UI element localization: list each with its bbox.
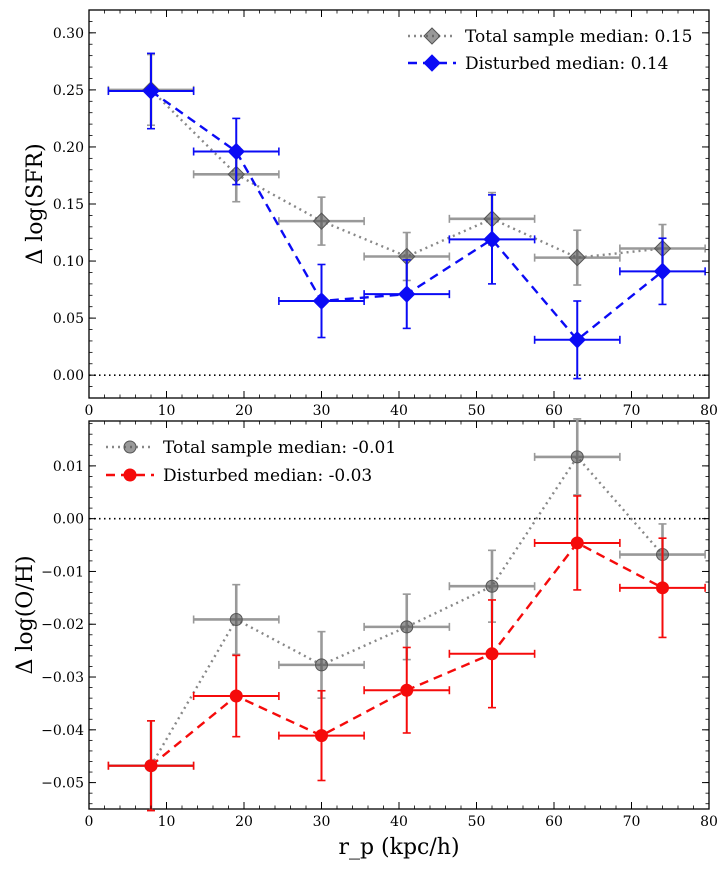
sfr-x-tick-label: 30 [313,403,331,419]
oh-disturbed-point [315,729,328,743]
sfr-x-tick-label: 50 [468,403,486,419]
oh-x-tick-label: 50 [468,814,486,830]
oh-x-tick-label: 30 [313,814,331,830]
oh-x-tick-label: 40 [390,814,408,830]
sfr-disturbed-point [398,285,416,303]
oh-legend-marker-disturbed [123,468,137,482]
sfr-ticks: 0 10 20 30 40 50 60 70 80 0.00 0.05 0.10 0.15 0.20 0.2… [53,9,718,419]
sfr-x-tick-label: 20 [235,403,253,419]
oh-legend: Total sample median: -0.01 Disturbed med… [106,438,396,486]
oh-y-tick-label: −0.04 [41,723,84,739]
oh-x-tick-label: 60 [545,814,563,830]
oh-x-tick-label: 80 [700,814,718,830]
oh-disturbed-point [485,647,499,661]
oh-disturbed-point [656,581,669,595]
sfr-legend-label-disturbed: Disturbed median: 0.14 [465,54,669,74]
sfr-panel: 0 10 20 30 40 50 60 70 80 0.00 0.05 0.10 0.15 0.20 0.2… [23,9,718,419]
oh-total-point [315,658,328,672]
sfr-y-tick-label: 0.15 [53,197,84,213]
oh-x-tick-label: 70 [623,814,641,830]
oh-y-tick-label: −0.01 [41,564,84,580]
sfr-y-axis-title: Δ log(SFR) [23,143,48,264]
oh-disturbed-point [144,759,158,773]
oh-x-tick-label: 20 [235,814,253,830]
oh-x-tick-label: 10 [158,814,176,830]
sfr-x-tick-label: 40 [390,403,408,419]
oh-legend-marker-total [123,440,137,454]
oh-y-axis-title: Δ log(O/H) [13,555,38,674]
sfr-y-tick-label: 0.05 [53,311,84,327]
sfr-disturbed-point [312,292,331,310]
sfr-disturbed-point [568,331,586,349]
sfr-total-point [312,212,331,230]
sfr-legend-marker-total [423,27,441,45]
oh-disturbed-point [229,689,243,703]
oh-total-point [400,620,414,634]
sfr-x-tick-label: 70 [623,403,641,419]
sfr-total-point [568,248,586,267]
sfr-disturbed-point [142,82,160,100]
sfr-y-tick-label: 0.30 [53,26,84,42]
oh-y-tick-label: −0.02 [41,617,84,633]
sfr-series-total [107,53,706,286]
oh-legend-label-disturbed: Disturbed median: -0.03 [163,466,372,486]
oh-total-point [229,612,243,626]
sfr-x-tick-label: 10 [158,403,176,419]
oh-ticks: 0 10 20 30 40 50 60 70 80 −0.05 −0.04 −0.03 −0.02 −0.… [41,421,718,830]
sfr-x-tick-label: 80 [700,403,718,419]
sfr-series [107,52,706,380]
sfr-x-tick-label: 60 [545,403,563,419]
oh-series [107,418,706,812]
sfr-legend-label-total: Total sample median: 0.15 [465,27,692,47]
sfr-disturbed-point [483,230,501,249]
oh-y-tick-label: 0.00 [53,512,84,528]
sfr-y-tick-label: 0.10 [53,254,84,270]
oh-panel: 0 10 20 30 40 50 60 70 80 −0.05 −0.04 −0.03 −0.02 −0.… [13,418,718,860]
x-axis-title: r_p (kpc/h) [338,835,459,860]
sfr-y-tick-label: 0.00 [53,368,84,384]
sfr-legend: Total sample median: 0.15 Disturbed medi… [408,27,692,74]
sfr-y-tick-label: 0.25 [53,83,84,99]
sfr-y-tick-label: 0.20 [53,140,84,156]
oh-x-tick-label: 0 [85,814,94,830]
oh-legend-label-total: Total sample median: -0.01 [163,438,396,458]
oh-disturbed-point [570,536,584,550]
sfr-disturbed-point [227,142,245,161]
oh-total-point [485,579,499,593]
sfr-legend-marker-disturbed [423,54,441,72]
oh-y-tick-label: 0.01 [53,459,84,475]
oh-y-tick-label: −0.05 [41,776,84,792]
oh-total-point [570,450,584,464]
oh-y-tick-label: −0.03 [41,670,84,686]
oh-disturbed-point [400,683,414,697]
oh-series-disturbed [107,495,706,812]
sfr-disturbed-point [653,262,672,281]
sfr-x-tick-label: 0 [85,403,94,419]
sfr-series-disturbed [107,52,706,380]
